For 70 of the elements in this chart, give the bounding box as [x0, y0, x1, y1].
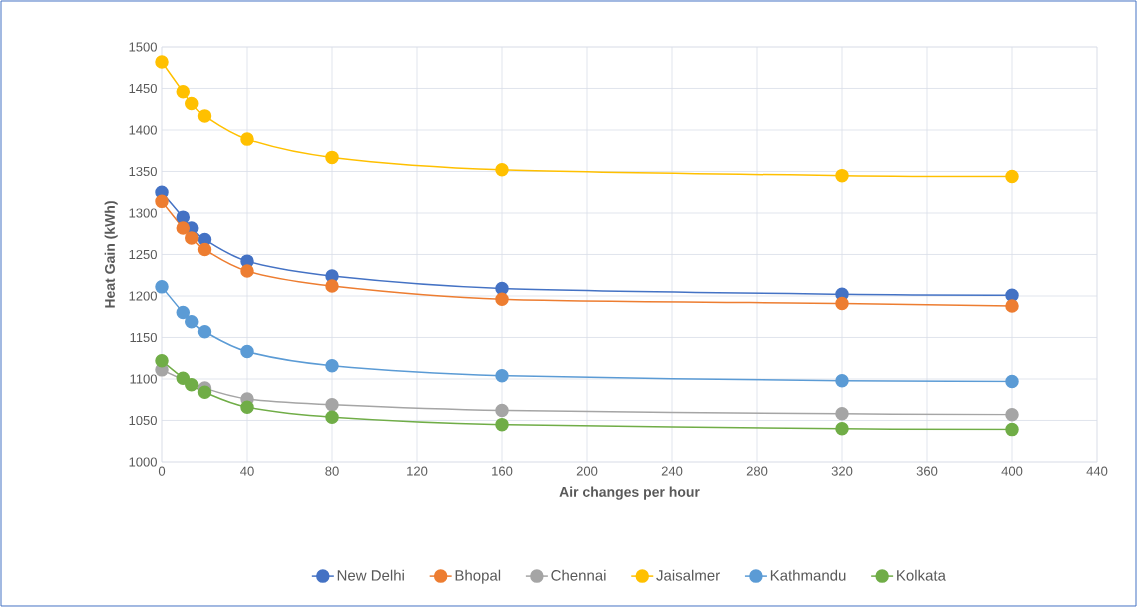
- x-tick-label: 320: [831, 466, 853, 476]
- point: [1005, 299, 1019, 313]
- legend-label: Jaisalmer: [656, 569, 720, 581]
- y-axis-title: Heat Gain (kWh): [104, 201, 118, 308]
- point: [1005, 422, 1019, 437]
- point: [155, 194, 169, 209]
- point: [325, 279, 339, 293]
- x-tick-label: 280: [746, 466, 768, 476]
- x-tick-label: 440: [1086, 466, 1108, 476]
- point: [325, 150, 339, 165]
- x-tick-label: 240: [661, 466, 683, 476]
- point: [176, 221, 191, 235]
- x-tick-label: 120: [407, 466, 428, 476]
- point: [185, 378, 199, 392]
- point: [835, 373, 849, 388]
- point: [155, 353, 169, 368]
- x-tick-label: 40: [240, 466, 254, 476]
- point: [495, 163, 509, 177]
- point: [495, 403, 509, 418]
- legend-label: Kathmandu: [770, 569, 846, 581]
- point: [240, 264, 254, 278]
- point: [495, 417, 509, 432]
- point: [176, 305, 191, 320]
- point: [325, 358, 339, 373]
- point: [325, 397, 339, 412]
- legend-label: Chennai: [551, 569, 606, 581]
- point: [155, 55, 169, 69]
- point: [835, 422, 849, 436]
- x-tick-label: 160: [492, 466, 513, 476]
- point: [185, 314, 199, 329]
- y-tick-label: 1400: [129, 125, 157, 135]
- legend-label: Kolkata: [897, 569, 946, 581]
- y-tick-label: 1250: [129, 249, 157, 260]
- legend-label: Bhopal: [455, 569, 501, 584]
- y-tick-label: 1500: [129, 42, 157, 52]
- y-tick-label: 1350: [129, 166, 157, 177]
- point: [1005, 374, 1019, 389]
- legend-label: New Delhi: [337, 569, 404, 581]
- point: [495, 292, 509, 307]
- point: [835, 407, 849, 421]
- point: [325, 410, 339, 424]
- point: [240, 132, 254, 146]
- point: [197, 242, 212, 257]
- point: [835, 296, 849, 311]
- point: [197, 385, 212, 400]
- point: [197, 324, 212, 339]
- point: [197, 109, 212, 123]
- point: [176, 85, 191, 99]
- x-tick-label: 400: [1001, 466, 1023, 476]
- x-tick-label: 80: [325, 466, 339, 476]
- y-tick-label: 1450: [129, 83, 157, 94]
- point: [155, 280, 169, 294]
- point: [495, 368, 509, 383]
- point: [1005, 169, 1019, 184]
- x-tick-label: 0: [158, 466, 166, 476]
- point: [185, 231, 199, 245]
- y-tick-label: 1050: [129, 415, 157, 426]
- y-tick-label: 1150: [130, 332, 157, 343]
- point: [185, 96, 199, 111]
- y-tick-label: 1000: [129, 457, 157, 467]
- y-tick-label: 1100: [130, 374, 157, 384]
- x-tick-label: 360: [916, 466, 938, 476]
- point: [1005, 407, 1019, 422]
- x-tick-label: 200: [576, 466, 598, 476]
- point: [835, 168, 849, 183]
- y-tick-label: 1200: [129, 291, 157, 301]
- point: [240, 400, 254, 414]
- x-axis-title: Air changes per hour: [559, 486, 700, 500]
- y-tick-label: 1300: [129, 208, 157, 218]
- point: [240, 344, 254, 359]
